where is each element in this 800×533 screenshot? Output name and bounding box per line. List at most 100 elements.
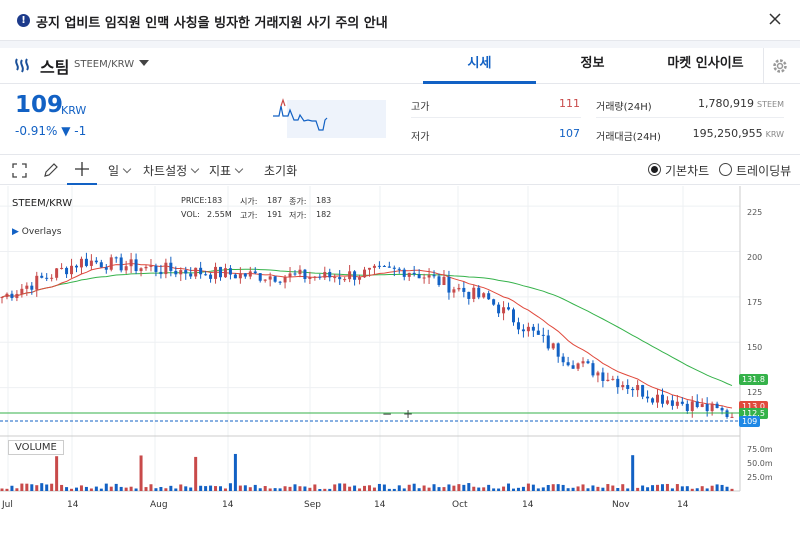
x-tick: Oct [452,500,468,510]
candle-body [576,363,580,369]
volume-bar [502,486,506,491]
candle-body [209,274,213,279]
current-price-tag: 109 [739,416,761,427]
volume-bar [730,488,734,491]
tab-price[interactable]: 시세 [423,48,536,84]
zoom-out-button[interactable]: − [382,407,393,421]
candle-body [392,267,396,269]
candle-body [179,270,183,275]
candle-body [223,268,227,278]
candle-body [417,274,421,279]
volume-bar [333,484,337,491]
ma-short-tag: 113.0 [739,401,768,412]
divider [0,41,800,48]
notice-text[interactable]: 공지 업비트 임직원 인맥 사칭을 빙자한 거래지원 사기 주의 안내 [36,16,388,31]
tradingview-label[interactable]: 트레이딩뷰 [736,164,792,178]
volume-tick: 25.0m [747,473,773,482]
zoom-in-button[interactable]: + [403,407,414,421]
chevron-down-icon[interactable] [139,60,149,66]
candle-body [233,274,237,279]
price-chart[interactable]: STEEM/KRW ▶ Overlays PRICE: 183 시가: 187 … [0,186,800,529]
volume-bar [472,486,476,491]
notice-bar[interactable]: ! 공지 업비트 임직원 인맥 사칭을 빙자한 거래지원 사기 주의 안내 [0,0,800,41]
candle-body [695,401,699,408]
crosshair-button[interactable] [67,155,97,185]
fullscreen-icon[interactable] [12,163,27,178]
volume-bar [313,484,317,491]
chart-settings-select[interactable]: 차트설정 [143,162,200,179]
candle-body [134,259,138,272]
candle-body [492,299,496,305]
volume-bar [248,487,252,491]
basic-chart-label[interactable]: 기본차트 [665,164,710,178]
volume-bar [194,456,198,491]
candle-body [700,404,704,408]
candle-body [477,287,481,298]
price-unit: KRW [61,104,87,117]
candle-body [243,273,247,277]
volume-bar [0,488,4,491]
volume-bar [715,484,719,491]
coin-name[interactable]: 스팀 [40,58,70,77]
ohlc-high: 191 [267,210,283,219]
pencil-icon[interactable] [43,162,59,178]
volume-bar [670,488,674,491]
overlays-toggle[interactable]: ▶ Overlays [12,227,62,237]
close-icon[interactable] [768,12,782,26]
volume-bar [238,485,242,491]
volume-24h-label: 거래량(24H) [596,102,652,113]
coin-pair[interactable]: STEEM/KRW [74,59,135,70]
candle-body [318,276,322,278]
period-select[interactable]: 일 [108,162,132,179]
candle-body [586,361,590,364]
candle-body [447,276,451,293]
volume-bar [20,483,24,491]
volume-bar [487,484,491,491]
candle-body [497,304,501,314]
volume-bar [377,483,381,491]
candle-body [427,275,431,278]
current-price: 109 [15,92,64,118]
volume-bar [204,486,208,491]
candle-body [626,385,630,389]
volume-bar [129,486,133,491]
divider [763,48,764,84]
volume-bar [70,488,74,491]
candle-body [169,262,173,271]
volume-bar [402,488,406,491]
tab-info[interactable]: 정보 [580,56,605,71]
candle-body [164,262,168,275]
volume-bar [25,483,29,491]
candle-body [705,404,709,412]
candle-body [303,269,307,279]
tradingview-radio[interactable] [719,163,732,176]
basic-chart-radio[interactable] [648,163,661,176]
tab-market-insight[interactable]: 마켓 인사이트 [667,56,744,71]
candle-body [298,269,302,275]
candle-body [407,272,411,277]
candle-body [50,277,54,279]
candle-body [20,288,24,294]
candle-body [641,385,645,397]
volume-bar [690,488,694,491]
volume-bar [541,487,545,491]
y-tick: 225 [747,208,763,217]
zoom-controls[interactable]: − + [378,407,420,424]
volume-bar [367,485,371,491]
candle-body [730,416,734,418]
candle-body [601,372,605,381]
volume-bar [452,485,456,491]
candle-body [531,326,535,331]
amount-24h: 195,250,955 KRW [692,127,784,140]
reset-button[interactable]: 초기화 [264,164,298,178]
volume-bar [273,488,277,491]
candle-body [70,265,74,275]
gear-icon[interactable] [770,56,790,76]
indicator-select[interactable]: 지표 [209,162,244,179]
volume-bar [556,484,560,491]
candle-body [313,276,317,278]
candle-body [636,385,640,391]
chart-canvas[interactable] [0,186,800,529]
volume-bar [660,484,664,491]
volume-tick: 75.0m [747,445,773,454]
